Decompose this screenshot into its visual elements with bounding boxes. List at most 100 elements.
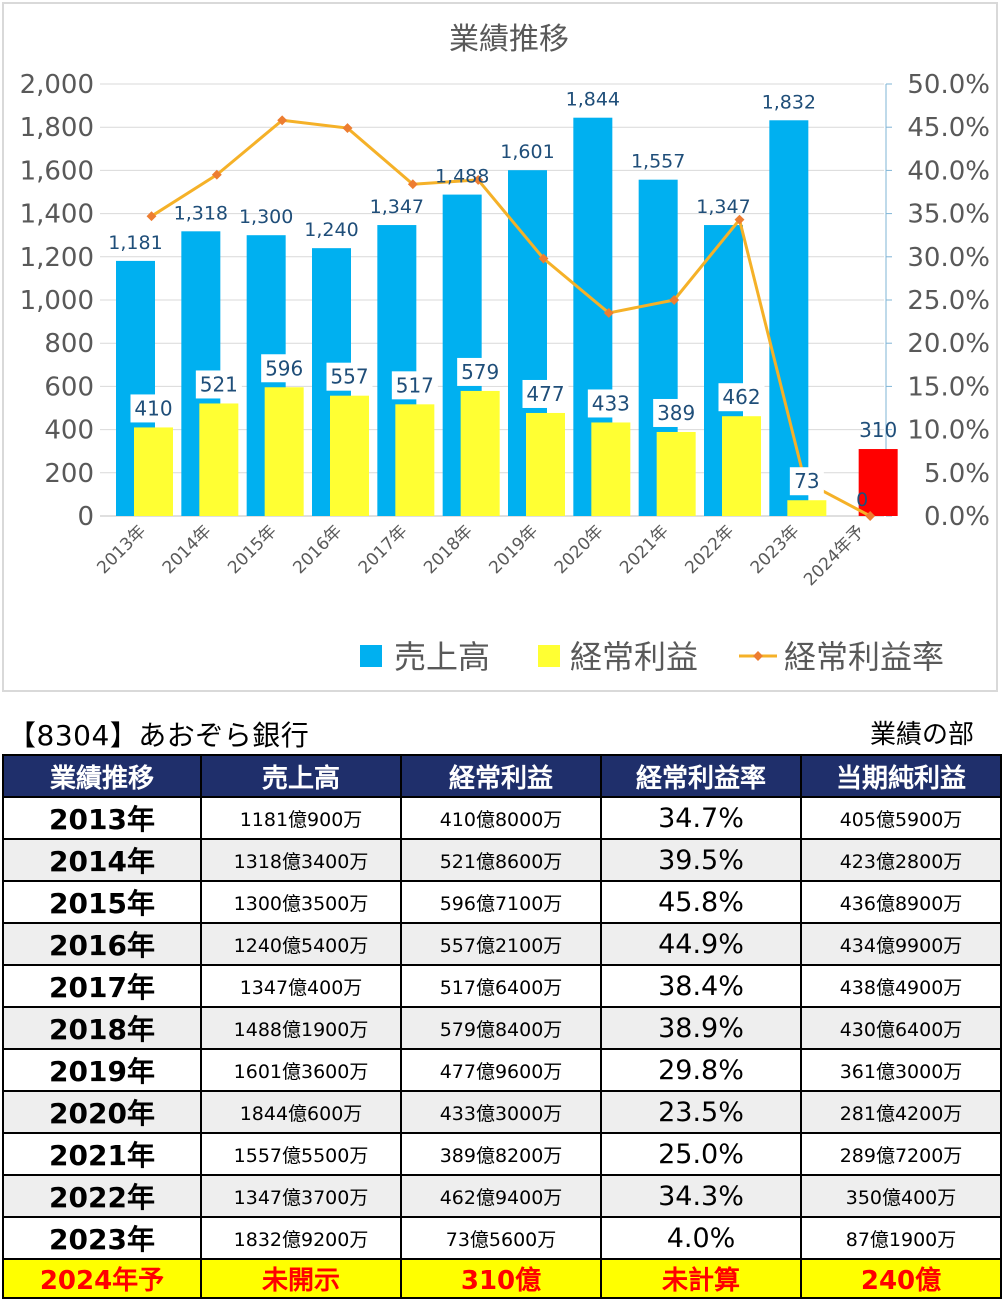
table-cell: 1601億3600万 (200, 1048, 402, 1092)
column-header: 売上高 (200, 754, 402, 798)
profit-bar (395, 404, 435, 516)
legend-swatch-profit (538, 645, 560, 667)
x-tick-label: 2015年 (224, 521, 281, 578)
profit-label-bg (457, 357, 504, 386)
legend-label-margin: 経常利益率 (784, 638, 944, 676)
table-cell: 44.9% (600, 922, 802, 966)
section-title: 業績の部 (869, 720, 974, 750)
profit-bar (264, 387, 304, 516)
table-cell: 1844億600万 (200, 1090, 402, 1134)
profit-label-bg (195, 370, 242, 399)
table-cell: 2015年 (2, 880, 202, 924)
y2-tick-label: 0.0% (924, 502, 990, 532)
y2-tick-label: 30.0% (907, 243, 990, 273)
y2-tick-label: 45.0% (907, 113, 990, 143)
column-header: 業績推移 (2, 754, 202, 798)
table-cell: 2017年 (2, 964, 202, 1008)
table-cell: 289億7200万 (800, 1132, 1002, 1176)
margin-marker (603, 308, 614, 318)
profit-label-bg (130, 394, 177, 423)
sales-data-label: 1,832 (762, 91, 816, 113)
y2-tick-label: 35.0% (907, 200, 990, 230)
profit-data-label: 517 (396, 373, 434, 397)
table-cell: 1347億400万 (200, 964, 402, 1008)
table-cell: 389億8200万 (400, 1132, 602, 1176)
table-cell: 410億8000万 (400, 796, 602, 840)
table-cell: 25.0% (600, 1132, 802, 1176)
table-cell: 1181億900万 (200, 796, 402, 840)
y2-tick-label: 50.0% (907, 70, 990, 100)
table-cell: 579億8400万 (400, 1006, 602, 1050)
table-cell: 1318億3400万 (200, 838, 402, 882)
y-tick-label: 400 (44, 416, 94, 446)
column-header: 経常利益 (400, 754, 602, 798)
y2-tick-label: 25.0% (907, 286, 990, 316)
profit-bar (591, 422, 631, 516)
table-cell: 1240億5400万 (200, 922, 402, 966)
profit-label-bg (391, 371, 438, 400)
column-header: 当期純利益 (800, 754, 1002, 798)
table-cell: 2022年 (2, 1174, 202, 1218)
table-row: 2022年 1347億3700万 462億9400万 34.3% 350億400万 (2, 1174, 1002, 1218)
y-tick-label: 800 (44, 329, 94, 359)
results-table: 業績推移 売上高 経常利益 経常利益率 当期純利益 2013年 1181億900万… (2, 754, 1002, 1299)
y-tick-label: 200 (44, 459, 94, 489)
profit-bar (656, 431, 696, 516)
margin-marker (407, 179, 418, 190)
table-cell: 1832億9200万 (200, 1216, 402, 1260)
profit-bar (134, 427, 173, 516)
table-cell: 517億6400万 (400, 964, 602, 1008)
table-cell: 1488億1900万 (200, 1006, 402, 1050)
table-cell: 2016年 (2, 922, 202, 966)
table-cell: 2019年 (2, 1048, 202, 1092)
table-cell: 477億9600万 (400, 1048, 602, 1092)
profit-bar (722, 416, 761, 516)
margin-marker (734, 214, 745, 225)
margin-marker (146, 211, 157, 222)
table-cell: 361億3000万 (800, 1048, 1002, 1092)
profit-data-label: 389 (657, 401, 695, 425)
y-tick-label: 1,200 (20, 243, 94, 273)
table-row: 2013年 1181億900万 410億8000万 34.7% 405億5900万 (2, 796, 1002, 840)
legend-label-sales: 売上高 (394, 638, 490, 676)
legend-marker-margin (753, 651, 763, 661)
y-tick-label: 1,000 (20, 286, 94, 316)
column-header: 経常利益率 (600, 754, 802, 798)
profit-data-label: 477 (526, 382, 564, 406)
x-tick-label: 2017年 (355, 521, 412, 578)
x-tick-label: 2021年 (616, 521, 673, 578)
table-cell: 2020年 (2, 1090, 202, 1134)
margin-marker (865, 511, 876, 521)
x-tick-label: 2020年 (551, 521, 608, 578)
table-row: 2015年 1300億3500万 596億7100万 45.8% 436億8900万 (2, 880, 1002, 924)
table-cell: 23.5% (600, 1090, 802, 1134)
table-cell: 521億8600万 (400, 838, 602, 882)
forecast-cell: 240億 (800, 1258, 1002, 1299)
margin-marker (669, 295, 680, 305)
x-tick-label: 2023年 (747, 521, 804, 578)
y2-tick-label: 20.0% (907, 329, 990, 359)
profit-bar (199, 403, 239, 516)
table-cell: 2018年 (2, 1006, 202, 1050)
table-cell: 34.7% (600, 796, 802, 840)
table-row: 2021年 1557億5500万 389億8200万 25.0% 289億7200万 (2, 1132, 1002, 1176)
x-tick-label: 2018年 (420, 521, 477, 578)
table-cell: 29.8% (600, 1048, 802, 1092)
profit-data-label: 596 (265, 356, 303, 380)
table-row: 2023年 1832億9200万 73億5600万 4.0% 87億1900万 (2, 1216, 1002, 1260)
table-cell: 2021年 (2, 1132, 202, 1176)
table-cell: 38.9% (600, 1006, 802, 1050)
y2-tick-label: 5.0% (924, 459, 990, 489)
margin-marker (211, 169, 222, 180)
profit-label-bg (789, 467, 824, 496)
forecast-row: 2024年予 未開示 310億 未計算 240億 (2, 1258, 1002, 1299)
y-tick-label: 600 (44, 372, 94, 402)
table-row: 2014年 1318億3400万 521億8600万 39.5% 423億2800万 (2, 838, 1002, 882)
profit-data-label: 410 (134, 396, 172, 420)
y-tick-label: 1,400 (20, 200, 94, 230)
y2-tick-label: 40.0% (907, 156, 990, 186)
margin-data-label: 0 (856, 489, 868, 511)
table-cell: 1347億3700万 (200, 1174, 402, 1218)
forecast-cell: 310億 (400, 1258, 602, 1299)
table-row: 2018年 1488億1900万 579億8400万 38.9% 430億6400万 (2, 1006, 1002, 1050)
